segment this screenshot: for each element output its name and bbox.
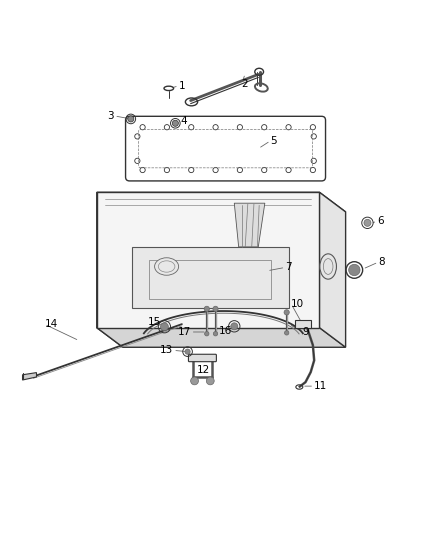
Text: 5: 5	[271, 136, 277, 146]
Polygon shape	[97, 328, 346, 348]
Circle shape	[185, 349, 190, 354]
Text: 16: 16	[219, 326, 232, 336]
Circle shape	[128, 116, 134, 122]
Circle shape	[213, 332, 218, 336]
Text: 11: 11	[314, 381, 328, 391]
Circle shape	[213, 306, 218, 311]
Text: 8: 8	[378, 257, 385, 267]
Text: 1: 1	[179, 80, 185, 91]
Circle shape	[349, 264, 360, 276]
Polygon shape	[22, 373, 36, 380]
FancyBboxPatch shape	[126, 116, 325, 181]
Polygon shape	[319, 192, 346, 348]
Circle shape	[364, 220, 371, 227]
Polygon shape	[97, 192, 346, 212]
Text: 4: 4	[180, 116, 187, 126]
Circle shape	[204, 306, 209, 311]
Polygon shape	[97, 192, 123, 348]
Ellipse shape	[155, 258, 179, 275]
Ellipse shape	[320, 254, 336, 279]
Polygon shape	[295, 320, 311, 328]
Circle shape	[205, 332, 209, 336]
Text: 9: 9	[303, 327, 310, 337]
Text: 2: 2	[242, 79, 248, 89]
Circle shape	[191, 377, 198, 385]
Text: 6: 6	[377, 216, 384, 225]
Circle shape	[206, 377, 214, 385]
Text: 15: 15	[148, 317, 161, 327]
Polygon shape	[132, 247, 289, 308]
Circle shape	[160, 323, 168, 330]
Circle shape	[231, 323, 238, 330]
Text: 7: 7	[286, 262, 292, 272]
Circle shape	[284, 310, 289, 315]
Text: 17: 17	[177, 327, 191, 337]
Text: 13: 13	[160, 345, 173, 356]
Text: 10: 10	[291, 298, 304, 309]
Text: 12: 12	[197, 366, 210, 375]
FancyBboxPatch shape	[188, 354, 216, 362]
Circle shape	[172, 120, 178, 126]
Polygon shape	[97, 192, 319, 328]
Polygon shape	[234, 203, 265, 247]
Text: 14: 14	[44, 319, 58, 329]
Circle shape	[285, 330, 289, 335]
Text: 3: 3	[108, 111, 114, 121]
